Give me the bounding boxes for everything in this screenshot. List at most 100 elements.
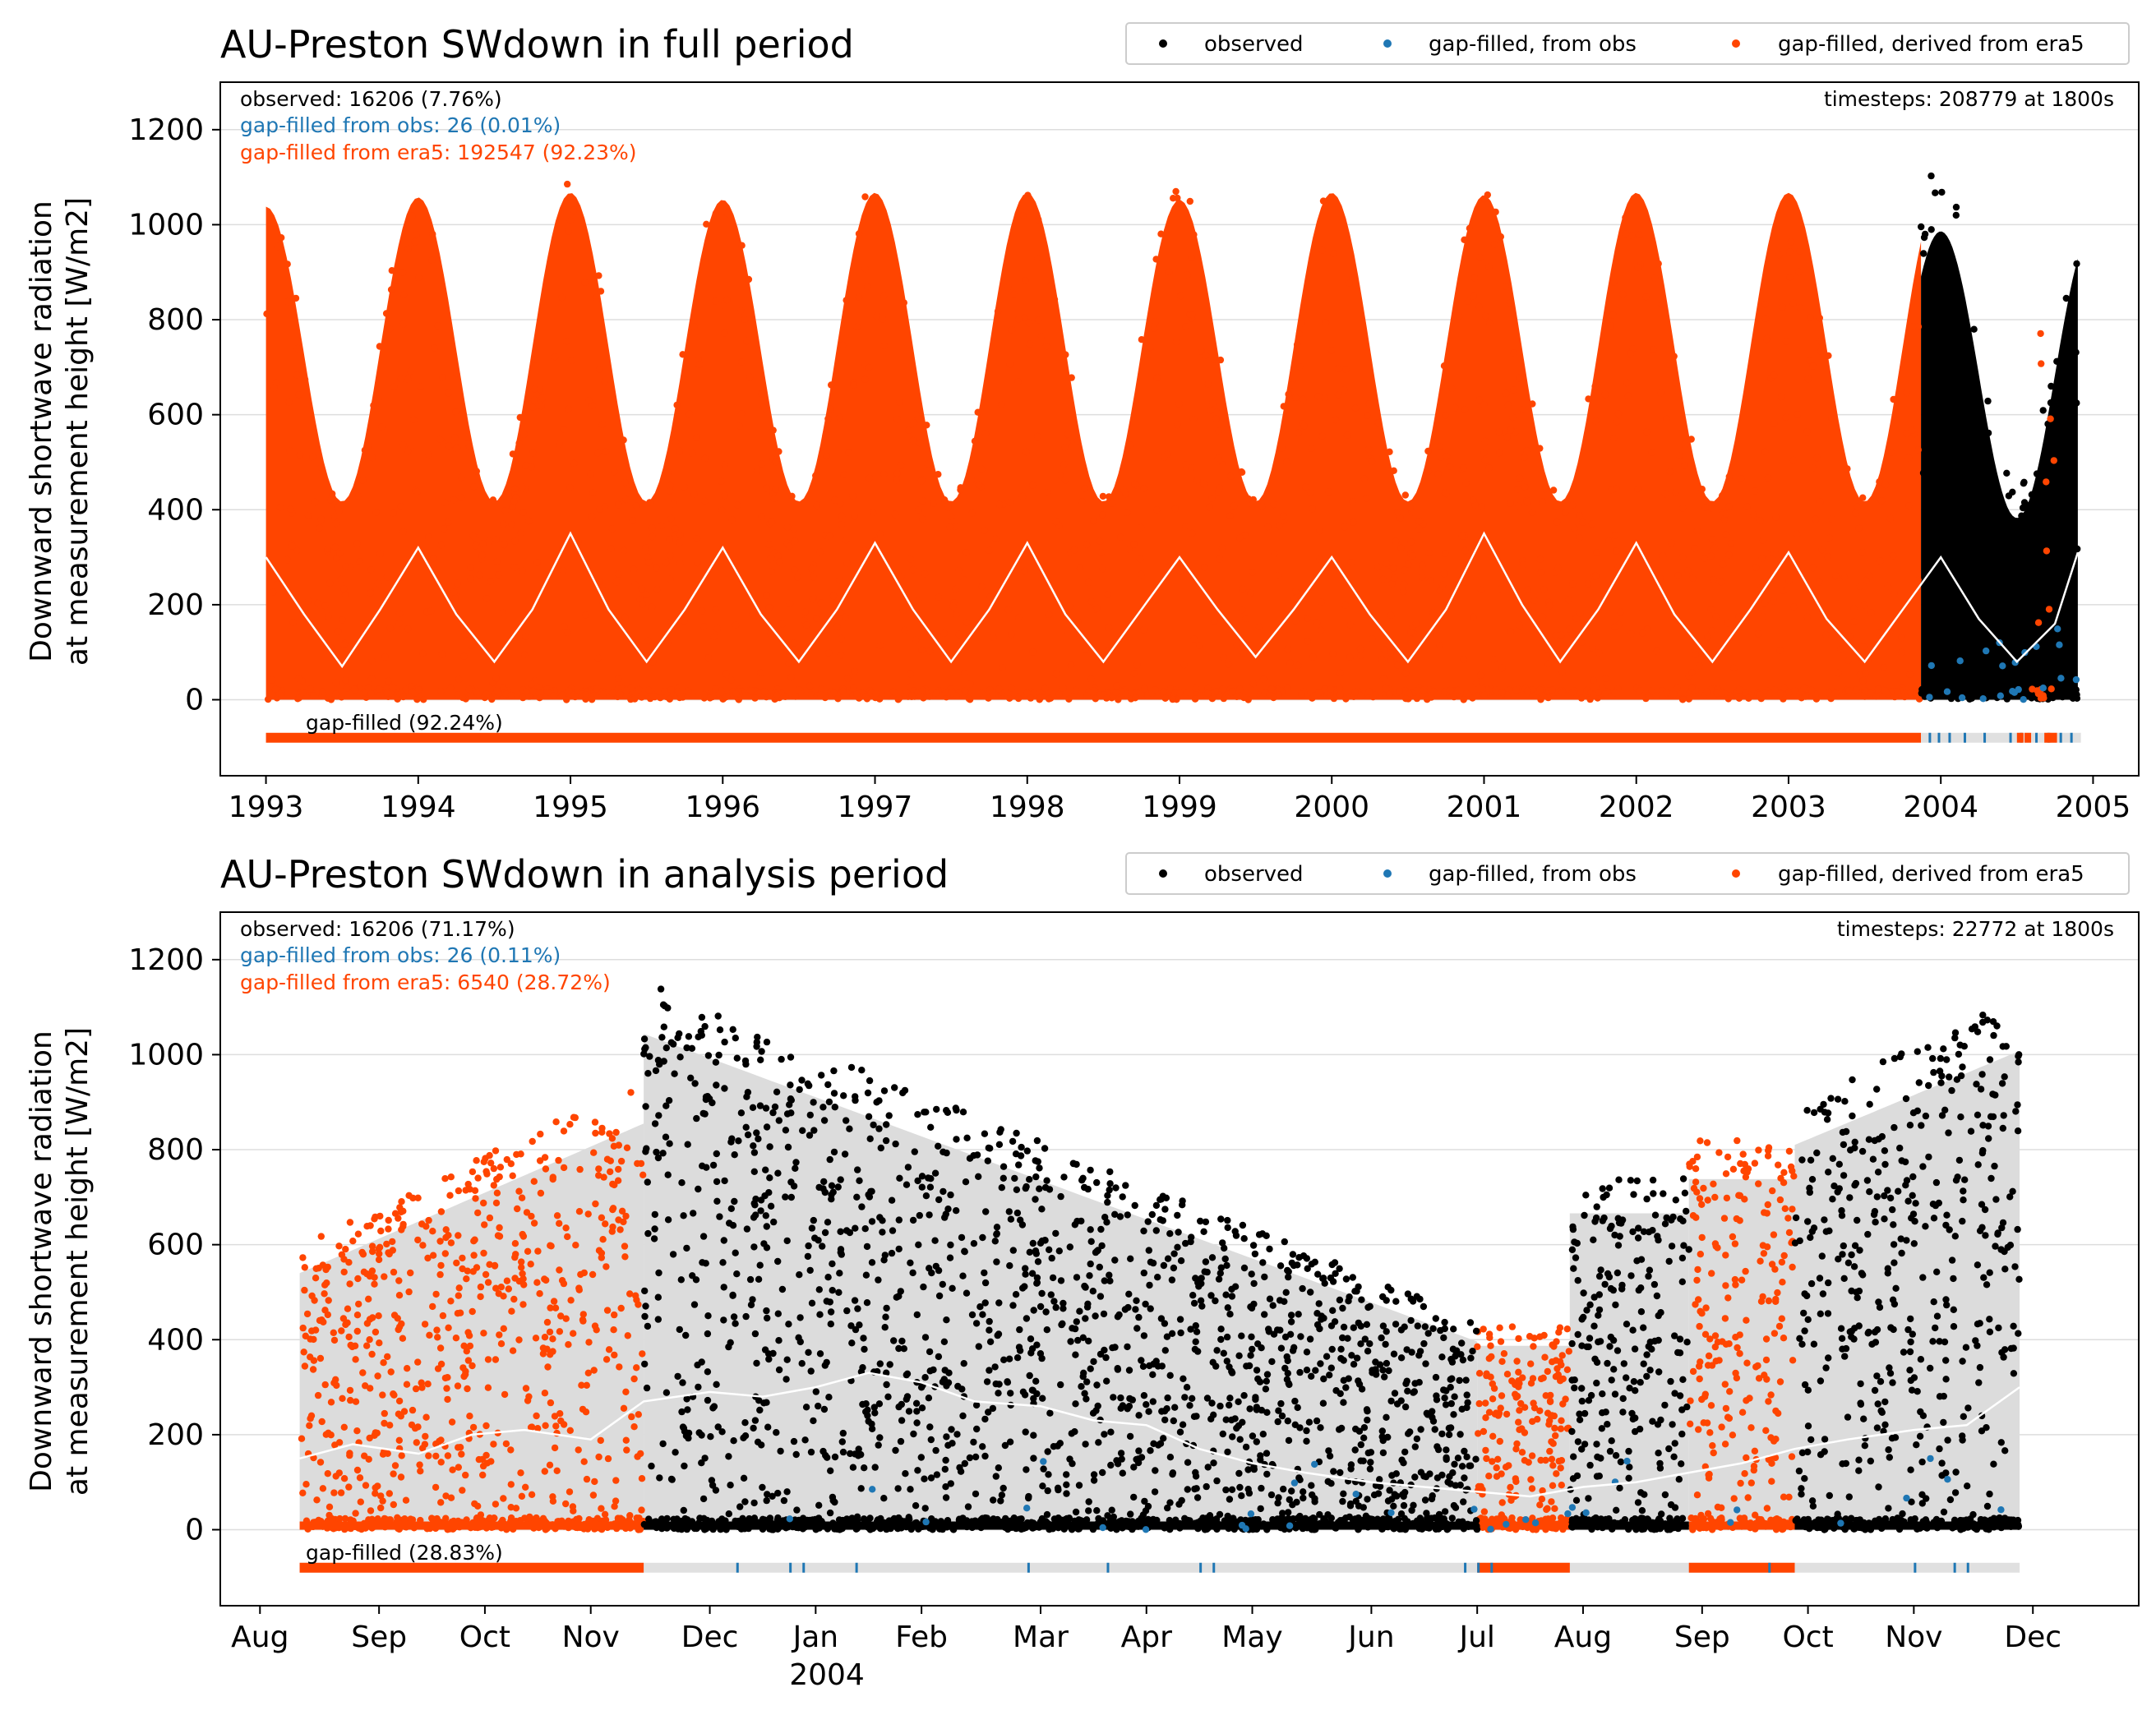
observed-point (1043, 1326, 1051, 1334)
era5-point (278, 234, 285, 242)
era5-point (1609, 311, 1617, 319)
observed-point (1401, 1323, 1408, 1330)
era5-point (1327, 347, 1336, 354)
era5-point (1189, 416, 1198, 423)
era5-point (1697, 1511, 1705, 1519)
observed-point (1168, 1330, 1176, 1338)
era5-point (417, 383, 424, 390)
era5-point (314, 599, 321, 607)
era5-point (1688, 669, 1696, 676)
era5-point (1099, 511, 1106, 519)
era5-point (621, 1242, 629, 1250)
from-obs-point (2056, 641, 2063, 648)
era5-point (1886, 514, 1894, 523)
era5-point (1082, 646, 1089, 653)
observed-point (2034, 485, 2042, 492)
era5-point (1161, 454, 1169, 461)
era5-point (1174, 421, 1181, 429)
observed-point (1969, 693, 1977, 700)
era5-point (375, 395, 382, 403)
observed-point (1379, 1322, 1387, 1330)
era5-point (1809, 362, 1817, 370)
era5-point (1691, 545, 1699, 552)
observed-point (1275, 1494, 1282, 1501)
observed-point (829, 1493, 837, 1501)
era5-point (1280, 403, 1288, 410)
era5-point (1546, 1398, 1554, 1406)
era5-point (1103, 694, 1110, 702)
era5-point (1024, 191, 1032, 199)
observed-point (1923, 452, 1930, 459)
era5-point (1037, 333, 1046, 340)
era5-point (439, 374, 446, 381)
era5-point (2038, 360, 2045, 367)
era5-point (511, 1275, 519, 1282)
era5-point (522, 633, 529, 640)
era5-point (1725, 551, 1733, 559)
observed-point (962, 1178, 970, 1186)
era5-point (371, 1280, 378, 1288)
observed-point (1400, 1459, 1407, 1467)
era5-point (342, 563, 349, 570)
era5-point (354, 1230, 362, 1238)
observed-point (1440, 1334, 1447, 1342)
era5-point (1693, 528, 1701, 535)
observed-point (1124, 1303, 1132, 1312)
observed-point (773, 1429, 780, 1436)
era5-point (1725, 473, 1733, 481)
era5-point (1705, 1352, 1713, 1360)
observed-point (1034, 1258, 1042, 1266)
era5-point (1719, 492, 1726, 500)
era5-point (491, 1262, 499, 1270)
observed-point (1952, 203, 1960, 211)
era5-point (1487, 1373, 1494, 1381)
observed-point (839, 1429, 847, 1437)
era5-point (897, 461, 905, 469)
era5-point (1264, 523, 1272, 531)
era5-point (616, 1363, 623, 1371)
era5-point (786, 542, 793, 551)
era5-point (2047, 415, 2054, 422)
observed-point (1462, 1376, 1470, 1384)
observed-point (1132, 1306, 1139, 1313)
observed-point (1285, 1273, 1292, 1281)
era5-point (1318, 598, 1325, 606)
era5-point (1209, 399, 1217, 407)
era5-point (325, 1503, 334, 1511)
era5-point (1220, 414, 1228, 422)
era5-point (424, 1381, 432, 1388)
observed-point (916, 1211, 924, 1219)
era5-point (1772, 1407, 1780, 1415)
era5-point (1349, 274, 1356, 281)
observed-point (787, 1053, 795, 1061)
observed-point (1071, 1325, 1079, 1333)
era5-point (372, 1490, 379, 1497)
era5-point (1686, 1160, 1693, 1168)
era5-point (1521, 1457, 1529, 1464)
era5-point (1182, 523, 1189, 530)
era5-point (284, 297, 292, 306)
era5-point (500, 1325, 507, 1333)
observed-point (763, 1496, 770, 1505)
era5-point (544, 1363, 552, 1371)
era5-point (293, 344, 302, 353)
era5-point (1862, 670, 1869, 677)
era5-point (343, 685, 351, 692)
era5-point (1130, 670, 1138, 677)
era5-point (1021, 567, 1028, 575)
era5-point (1785, 689, 1793, 696)
era5-point (1755, 1146, 1762, 1154)
era5-point (460, 652, 468, 660)
observed-point (2062, 294, 2070, 302)
era5-point (354, 492, 362, 500)
era5-point (404, 625, 412, 633)
era5-point (1512, 686, 1520, 694)
era5-point (952, 585, 960, 593)
observed-point (853, 1193, 861, 1201)
era5-point (1544, 694, 1552, 702)
era5-point (1890, 395, 1897, 403)
observed-point (802, 1404, 810, 1411)
era5-point (631, 581, 639, 588)
observed-point (1932, 189, 1939, 196)
